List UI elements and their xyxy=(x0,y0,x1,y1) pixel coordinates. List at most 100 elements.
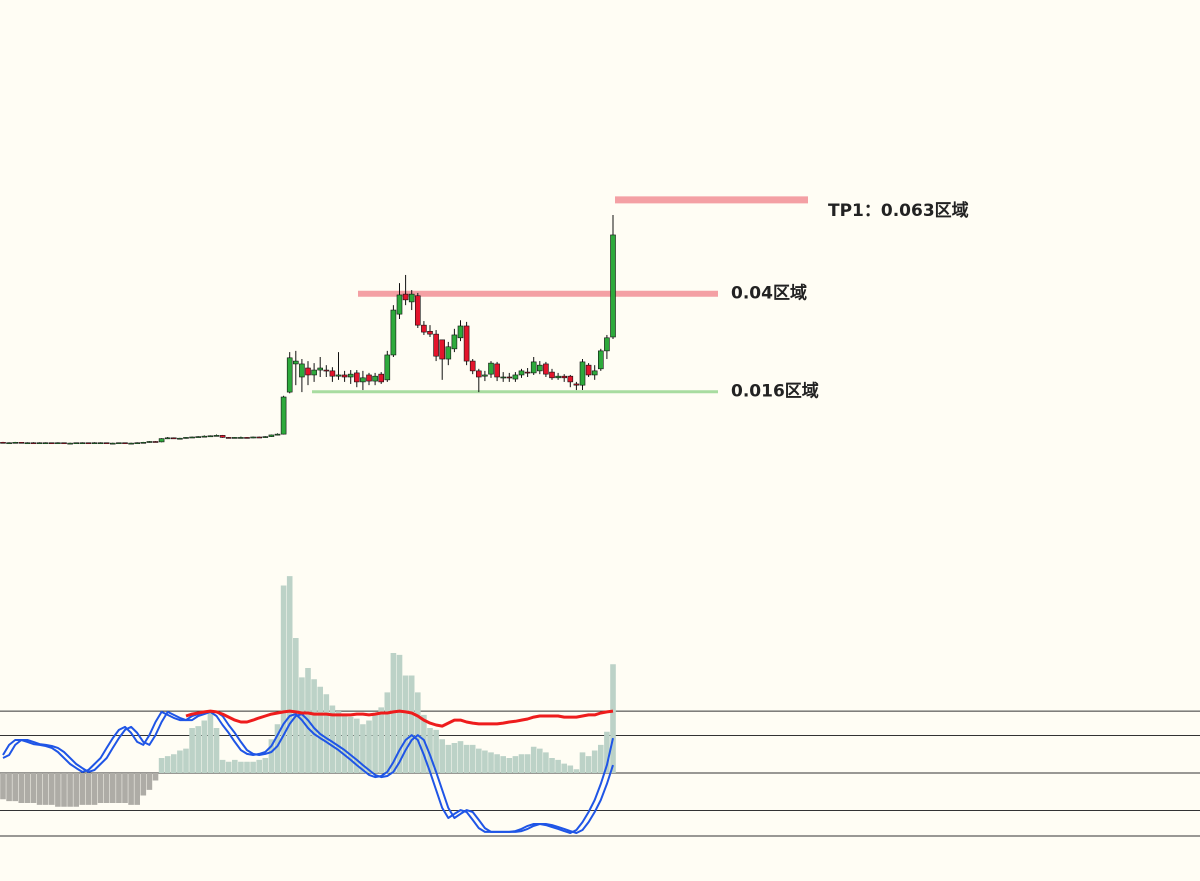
histogram-bar xyxy=(347,716,354,773)
candle-body xyxy=(42,442,49,445)
histogram-bar xyxy=(262,758,269,773)
candle-body xyxy=(427,330,433,335)
candle-body xyxy=(591,370,598,376)
histogram-bar xyxy=(49,773,55,805)
histogram-bar xyxy=(500,756,506,773)
histogram-bar xyxy=(384,692,391,773)
histogram-bar xyxy=(73,773,79,807)
candle-body xyxy=(0,442,6,444)
histogram-bar xyxy=(110,773,116,803)
candle-body xyxy=(36,442,43,445)
candle-body xyxy=(103,442,110,445)
histogram-bar xyxy=(518,754,525,773)
candle-body xyxy=(549,371,555,379)
histogram-bar xyxy=(146,773,153,790)
histogram-bar xyxy=(61,773,67,807)
histogram-bar xyxy=(561,763,567,773)
candle-body xyxy=(329,370,336,377)
histogram-bar xyxy=(30,773,37,803)
histogram-bar xyxy=(183,748,189,773)
candle-body xyxy=(561,375,568,379)
histogram-bar xyxy=(36,773,43,805)
candle-body xyxy=(439,339,446,360)
histogram-bar xyxy=(366,720,372,773)
candle-body xyxy=(512,374,519,380)
candle-body xyxy=(55,442,61,445)
histogram-bar xyxy=(152,773,159,781)
candle-body xyxy=(579,361,586,386)
histogram-bar xyxy=(396,654,403,773)
histogram-bar xyxy=(354,718,360,773)
candle-body xyxy=(195,436,201,438)
histogram-bar xyxy=(18,773,25,803)
histogram-bar xyxy=(0,773,6,800)
candle-body xyxy=(30,442,37,445)
candle-body xyxy=(335,374,342,377)
histogram-bar xyxy=(335,711,342,773)
histogram-bar xyxy=(408,675,415,773)
histogram-bar xyxy=(97,773,104,803)
histogram-bar xyxy=(604,731,610,773)
histogram-bar xyxy=(201,720,208,773)
histogram-bar xyxy=(567,765,574,773)
candle-body xyxy=(85,442,92,445)
histogram-bar xyxy=(268,739,275,773)
histogram-bar xyxy=(537,748,543,773)
candle-body xyxy=(299,363,305,378)
candle-body xyxy=(500,376,507,379)
candle-body xyxy=(213,435,220,437)
histogram-bar xyxy=(42,773,49,805)
histogram-bar xyxy=(439,739,445,773)
histogram-bar xyxy=(24,773,31,803)
histogram-bar xyxy=(451,743,458,773)
indicator-line xyxy=(2,710,614,834)
candle-body xyxy=(494,363,500,378)
histogram-bar xyxy=(195,726,201,773)
candle-body xyxy=(238,437,244,439)
histogram-bar xyxy=(512,756,519,773)
histogram-bar xyxy=(12,773,18,802)
candle-body xyxy=(463,325,470,362)
histogram-bar xyxy=(158,758,165,773)
histogram-bar xyxy=(445,744,452,773)
candle-body xyxy=(555,375,561,379)
candle-body xyxy=(128,442,134,445)
histogram-bar xyxy=(171,754,177,773)
candle-body xyxy=(372,375,378,382)
histogram-bar xyxy=(238,761,244,773)
histogram-bar xyxy=(421,714,427,773)
candle-body xyxy=(396,294,403,315)
candle-body xyxy=(6,442,12,445)
candle-body xyxy=(488,362,494,375)
histogram-bar xyxy=(378,707,384,773)
candle-body xyxy=(604,337,610,352)
histogram-bar xyxy=(506,758,513,773)
candle-body xyxy=(164,437,171,440)
histogram-bar xyxy=(244,761,250,773)
histogram-bar xyxy=(543,752,549,773)
histogram-bar xyxy=(494,754,500,773)
histogram-bar xyxy=(311,679,317,773)
candle-body xyxy=(140,442,147,444)
candle-body xyxy=(292,360,299,365)
candle-body xyxy=(152,441,159,443)
candle-body xyxy=(91,442,98,445)
candle-body xyxy=(414,295,421,326)
histogram-bar xyxy=(360,724,366,773)
histogram-bar xyxy=(372,714,378,773)
candle-body xyxy=(122,442,128,445)
histogram-bar xyxy=(530,746,537,773)
histogram-bar xyxy=(274,724,281,773)
histogram-bar xyxy=(67,773,73,807)
candle-body xyxy=(384,354,391,381)
histogram-bar xyxy=(573,769,580,773)
candle-body xyxy=(110,442,116,445)
candle-body xyxy=(280,396,287,435)
histogram-bar xyxy=(427,728,433,773)
histogram-bar xyxy=(225,761,232,773)
candle-body xyxy=(250,436,256,439)
candle-body xyxy=(244,437,250,439)
candle-body xyxy=(183,437,189,439)
histogram-bar xyxy=(433,729,439,773)
candle-body xyxy=(201,435,208,438)
